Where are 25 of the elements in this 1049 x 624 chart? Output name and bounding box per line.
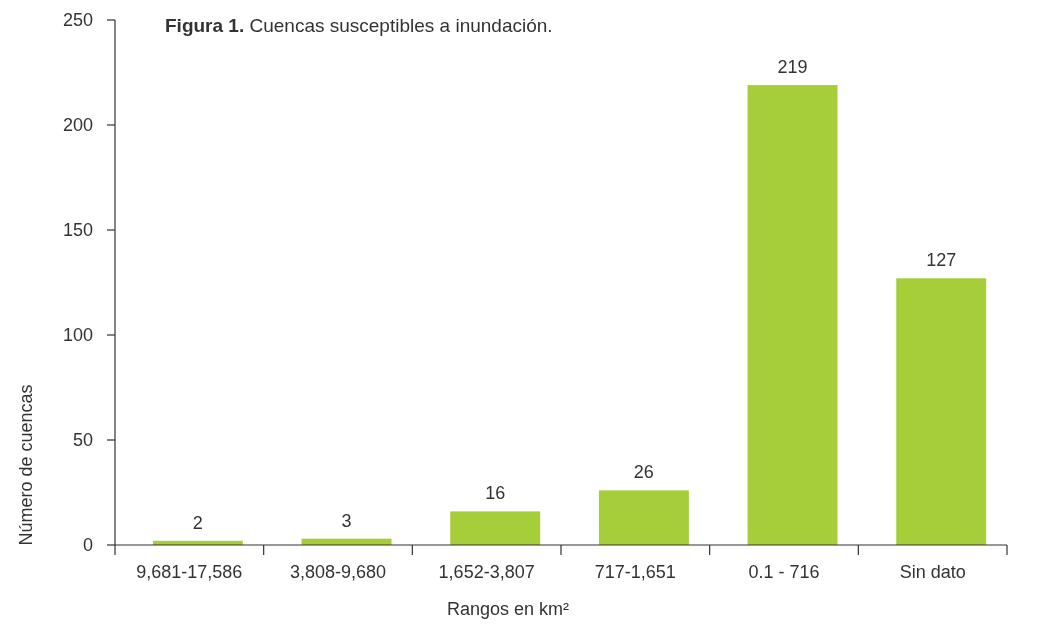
bar [598, 490, 689, 545]
y-tick-label: 150 [62, 220, 93, 241]
y-tick-label: 200 [62, 115, 93, 136]
x-tick-label: 717-1,651 [594, 562, 676, 582]
data-label: 26 [633, 462, 654, 483]
y-tick-label: 0 [82, 535, 93, 556]
x-tick-label: 9,681-17,586 [136, 562, 243, 582]
x-tick-label: 1,652-3,807 [438, 562, 535, 582]
bar [450, 511, 541, 545]
y-tick-label: 50 [72, 430, 93, 451]
data-label: 3 [341, 510, 352, 531]
y-tick-label: 250 [62, 10, 93, 31]
chart-title: Figura 1. Cuencas susceptibles a inundación. [165, 15, 553, 36]
y-axis-title: Número de cuencas [16, 384, 36, 546]
x-tick-label: 0.1 - 716 [748, 562, 820, 582]
data-label: 16 [485, 483, 506, 504]
data-label: 219 [777, 57, 808, 78]
y-tick-label: 100 [62, 325, 93, 346]
x-axis-title: Rangos en km² [446, 599, 570, 619]
x-tick-label: Sin dato [899, 562, 966, 582]
x-tick-label: 3,808-9,680 [289, 562, 387, 582]
bar [896, 278, 987, 545]
bar [747, 85, 838, 545]
data-label: 2 [192, 512, 203, 533]
data-label: 127 [926, 250, 957, 271]
